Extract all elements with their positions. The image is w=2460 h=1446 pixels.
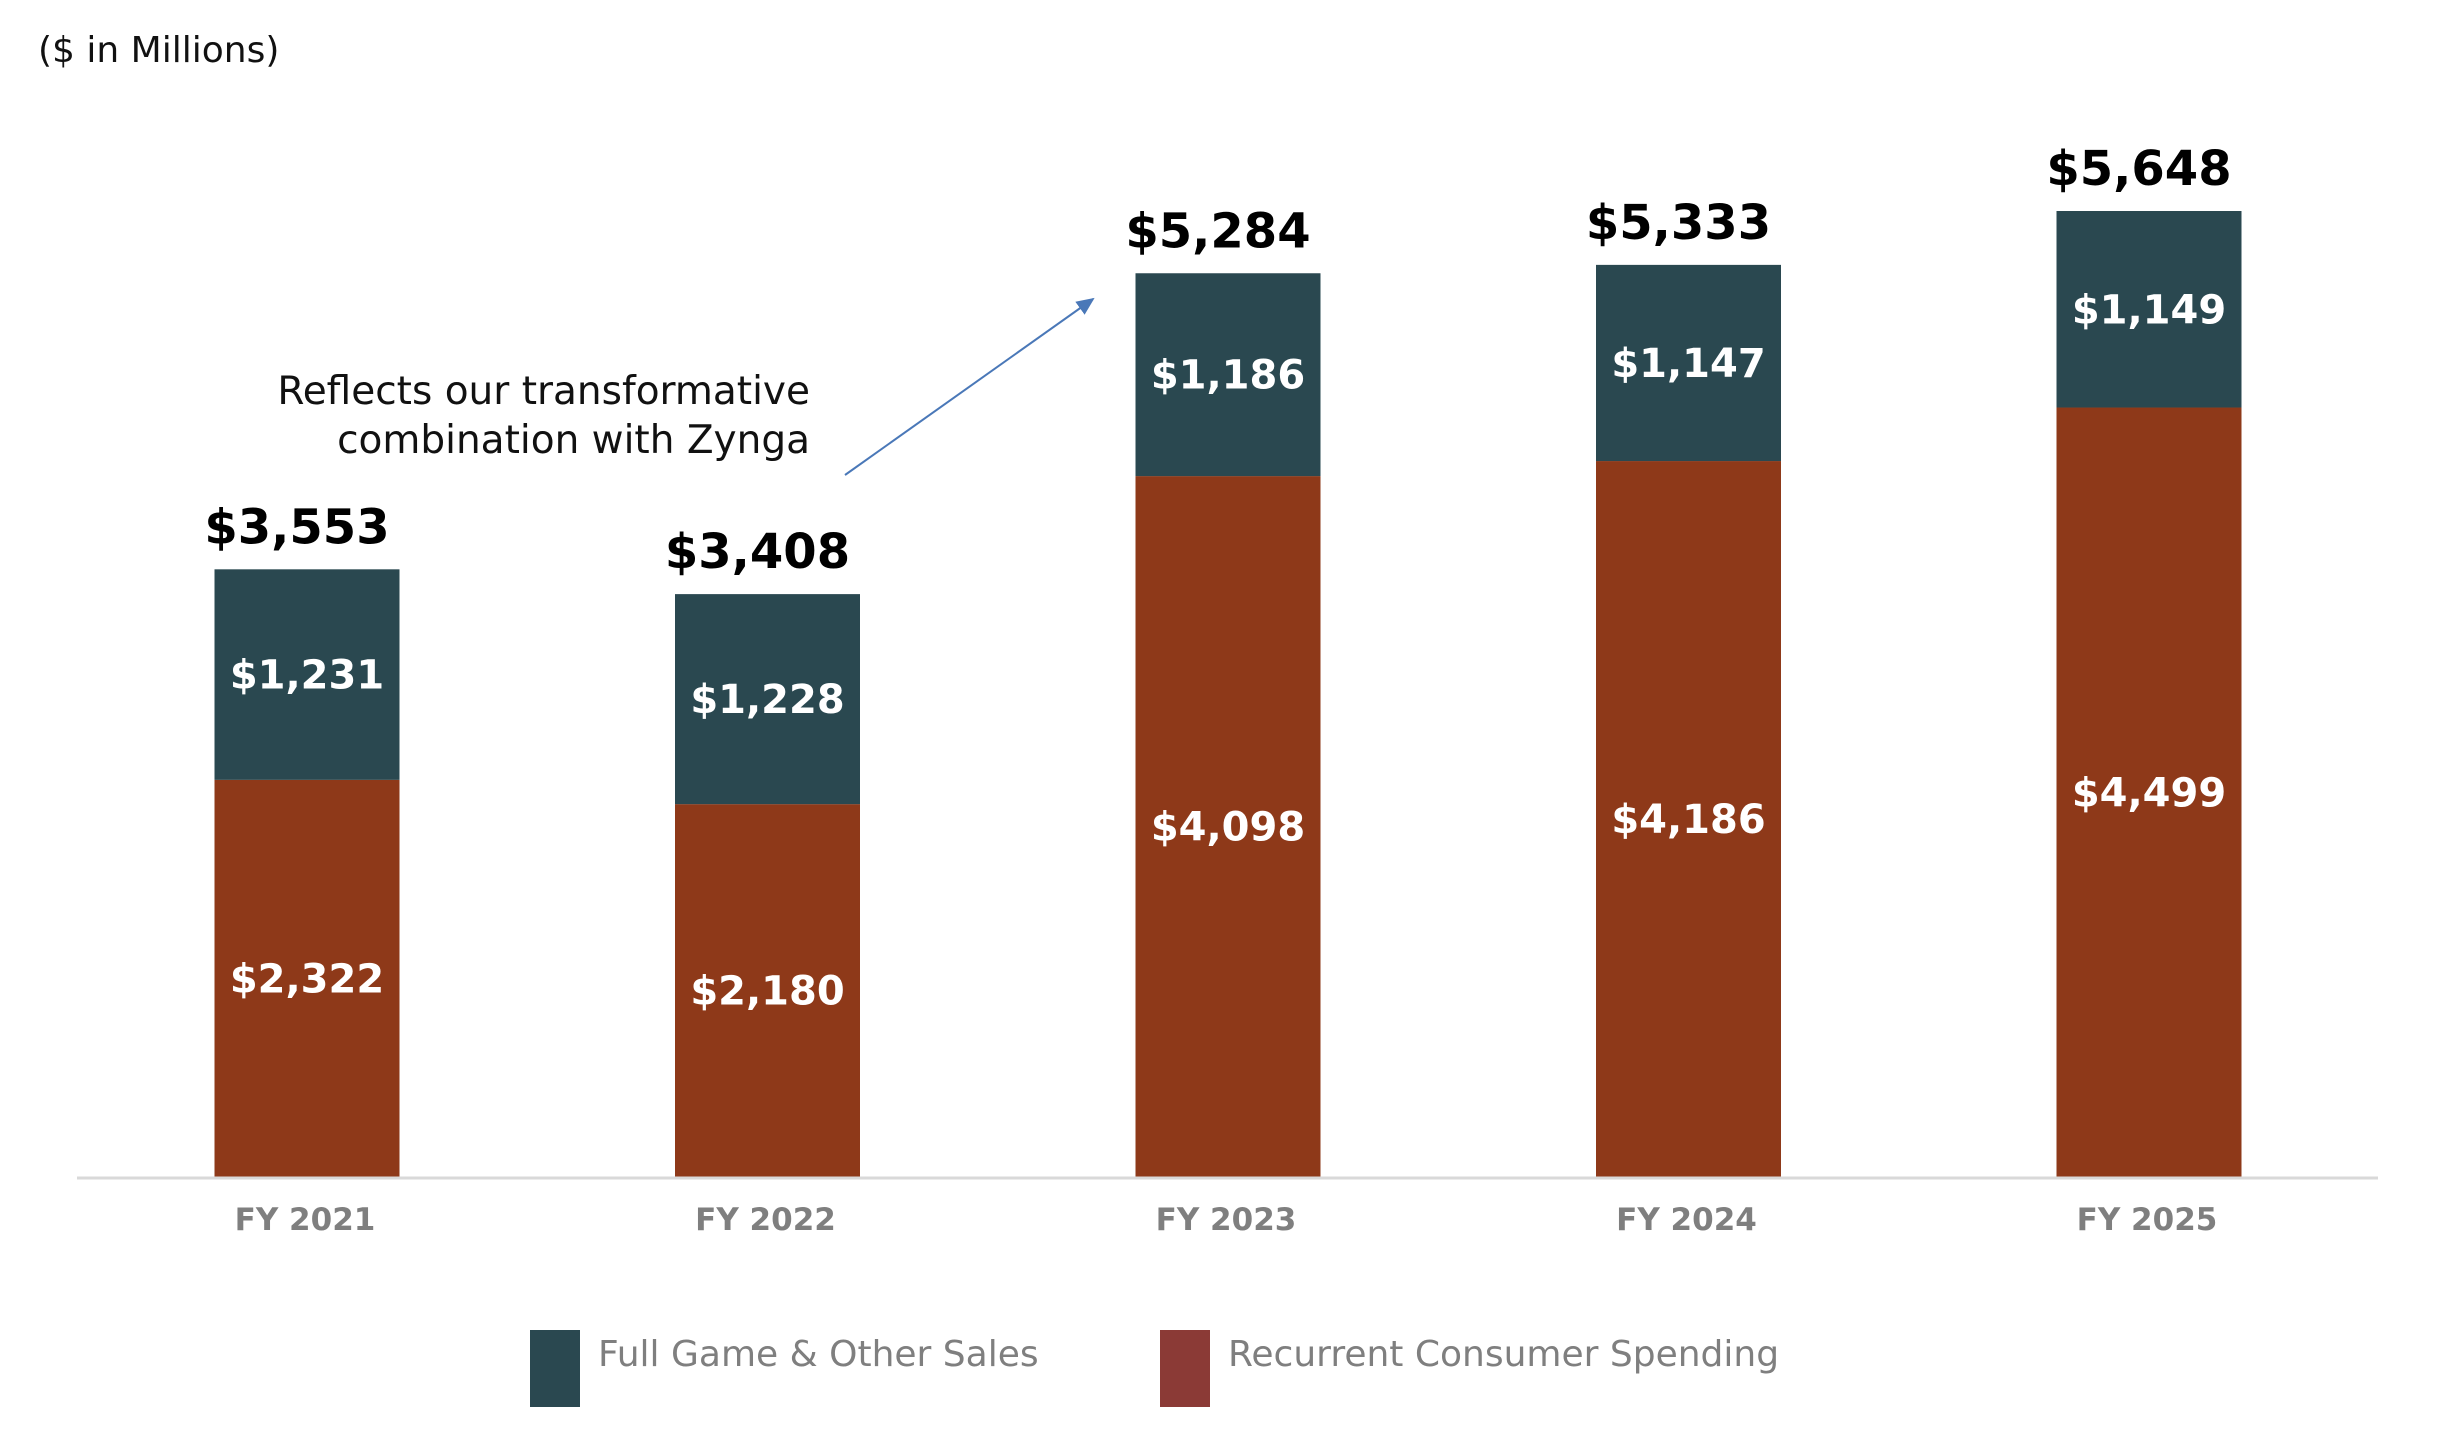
x-tick-fy-2025: FY 2025 [2077,1202,2218,1238]
legend-item-full-game: Full Game & Other Sales [530,1330,1039,1407]
bar-full-game-other-sales-fy-2023 [1135,273,1321,477]
x-tick-fy-2022: FY 2022 [695,1202,836,1238]
bars-group: $2,322 $1,231 $3,553 $2,180 $1,228 $3,408 $4,0… [204,141,2242,1178]
data-label-recurrent-consumer-spending-fy-2022: $2,180 [690,969,844,1015]
bar-recurrent-consumer-spending-fy-2025 [2056,407,2242,1177]
annotation: Reflects our transformative combination … [277,297,1095,476]
bar-recurrent-consumer-spending-fy-2021 [214,779,400,1177]
x-tick-fy-2023: FY 2023 [1156,1202,1297,1238]
annotation-line-2: combination with Zynga [337,418,810,463]
x-tick-fy-2024: FY 2024 [1616,1202,1757,1238]
data-label-full-game-other-sales-fy-2023: $1,186 [1151,353,1305,399]
legend-item-recurrent: Recurrent Consumer Spending [1160,1330,1779,1407]
bar-recurrent-consumer-spending-fy-2022 [675,804,860,1177]
unit-note: ($ in Millions) [38,30,280,71]
data-label-recurrent-consumer-spending-fy-2024: $4,186 [1611,797,1765,843]
data-label-full-game-other-sales-fy-2024: $1,147 [1611,341,1765,387]
data-label-recurrent-consumer-spending-fy-2023: $4,098 [1151,805,1305,851]
total-label-fy-2021: $3,553 [204,499,389,555]
total-label-fy-2024: $5,333 [1586,195,1771,251]
legend-label-recurrent: Recurrent Consumer Spending [1228,1334,1780,1375]
legend-swatch-recurrent [1160,1330,1210,1407]
data-label-recurrent-consumer-spending-fy-2021: $2,322 [230,956,384,1002]
x-tick-fy-2021: FY 2021 [235,1202,376,1238]
data-label-recurrent-consumer-spending-fy-2025: $4,499 [2072,770,2226,816]
total-label-fy-2023: $5,284 [1125,203,1310,259]
legend: Full Game & Other Sales Recurrent Consum… [0,1330,2460,1410]
data-label-full-game-other-sales-fy-2021: $1,231 [230,653,384,699]
stacked-bar-chart: $2,322 $1,231 $3,553 $2,180 $1,228 $3,408 $4,0… [77,141,2378,1238]
total-label-fy-2025: $5,648 [2046,141,2231,197]
bar-full-game-other-sales-fy-2022 [675,594,860,805]
bar-recurrent-consumer-spending-fy-2024 [1596,461,1781,1177]
x-tick-labels: FY 2021 FY 2022 FY 2023 FY 2024 FY 2025 [235,1202,2218,1238]
bar-full-game-other-sales-fy-2024 [1596,264,1781,462]
legend-swatch-full-game [530,1330,580,1407]
data-label-full-game-other-sales-fy-2025: $1,149 [2072,287,2226,333]
bar-full-game-other-sales-fy-2021 [214,569,400,780]
annotation-arrow [844,297,1095,476]
data-label-full-game-other-sales-fy-2022: $1,228 [690,677,844,723]
annotation-line-1: Reflects our transformative [277,369,810,414]
bar-recurrent-consumer-spending-fy-2023 [1135,476,1321,1178]
total-label-fy-2022: $3,408 [665,524,850,580]
bar-full-game-other-sales-fy-2025 [2056,211,2242,408]
legend-label-full-game: Full Game & Other Sales [598,1334,1039,1375]
